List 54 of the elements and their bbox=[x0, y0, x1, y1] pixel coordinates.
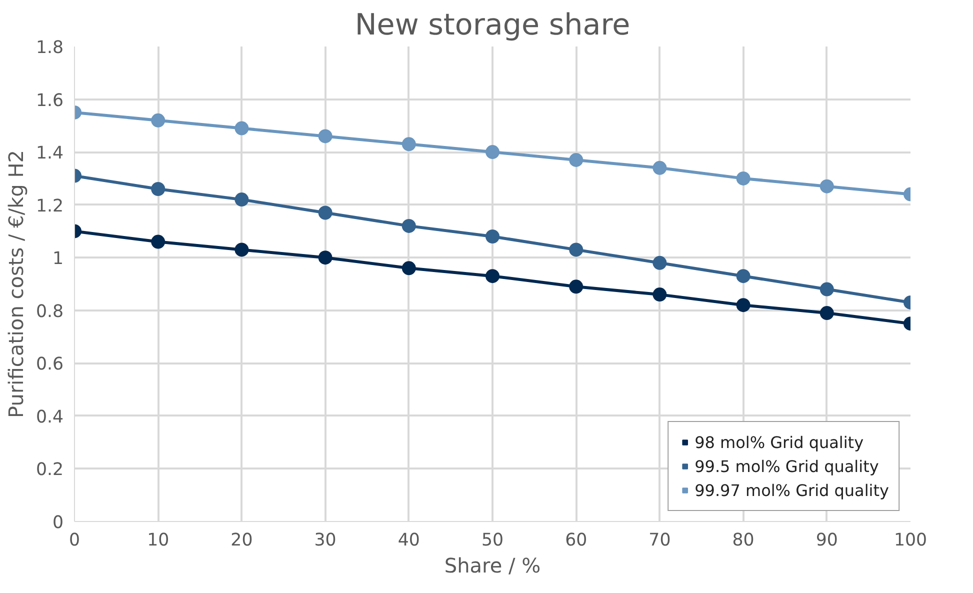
x-tick-label: 90 bbox=[816, 530, 838, 550]
point bbox=[736, 298, 750, 312]
legend-label: 98 mol% Grid quality bbox=[694, 432, 864, 452]
point bbox=[486, 230, 500, 244]
point bbox=[652, 288, 667, 302]
point bbox=[234, 242, 249, 257]
y-tick-label: 0 bbox=[52, 513, 64, 533]
x-tick-label: 10 bbox=[147, 530, 170, 550]
point bbox=[569, 280, 584, 294]
x-tick-label: 60 bbox=[565, 530, 588, 550]
chart-title: New storage share bbox=[354, 8, 630, 42]
point bbox=[151, 113, 166, 128]
x-tick-label: 0 bbox=[68, 530, 80, 550]
legend-label: 99.5 mol% Grid quality bbox=[694, 456, 879, 476]
point bbox=[736, 171, 750, 186]
point bbox=[569, 242, 584, 257]
y-tick-label: 1.8 bbox=[36, 38, 64, 58]
point bbox=[318, 206, 332, 220]
x-tick-label: 20 bbox=[230, 530, 253, 550]
y-axis-title: Purification costs / €/kg H2 bbox=[4, 150, 28, 418]
point bbox=[234, 192, 249, 207]
point bbox=[820, 179, 834, 194]
point bbox=[652, 160, 667, 175]
point bbox=[318, 129, 332, 144]
point bbox=[486, 269, 500, 284]
legend-label: 99.97 mol% Grid quality bbox=[694, 480, 889, 500]
x-tick-label: 40 bbox=[398, 530, 420, 550]
point bbox=[234, 121, 249, 136]
y-tick-label: 0.8 bbox=[36, 302, 64, 322]
point bbox=[652, 256, 667, 270]
point bbox=[820, 306, 834, 320]
x-tick-label: 80 bbox=[732, 530, 754, 550]
point bbox=[569, 152, 584, 167]
y-tick-label: 1.4 bbox=[36, 144, 64, 164]
y-tick-label: 0.6 bbox=[36, 354, 64, 375]
point bbox=[151, 234, 166, 249]
point bbox=[318, 250, 332, 265]
y-tick-label: 0.4 bbox=[36, 407, 64, 428]
point bbox=[402, 218, 416, 233]
point bbox=[820, 282, 834, 296]
y-tick-label: 1.6 bbox=[36, 90, 64, 111]
point bbox=[736, 269, 750, 284]
x-tick-label: 30 bbox=[314, 530, 336, 550]
x-axis-title: Share / % bbox=[444, 554, 541, 578]
y-tick-label: 0.2 bbox=[36, 460, 64, 480]
point bbox=[486, 145, 500, 160]
point bbox=[402, 261, 416, 276]
point bbox=[402, 137, 416, 152]
x-tick-label: 100 bbox=[894, 530, 928, 550]
x-tick-label: 70 bbox=[648, 530, 671, 550]
point bbox=[151, 182, 166, 196]
y-tick-label: 1 bbox=[52, 249, 64, 270]
x-tick-label: 50 bbox=[481, 530, 504, 550]
y-tick-label: 1.2 bbox=[36, 196, 64, 216]
